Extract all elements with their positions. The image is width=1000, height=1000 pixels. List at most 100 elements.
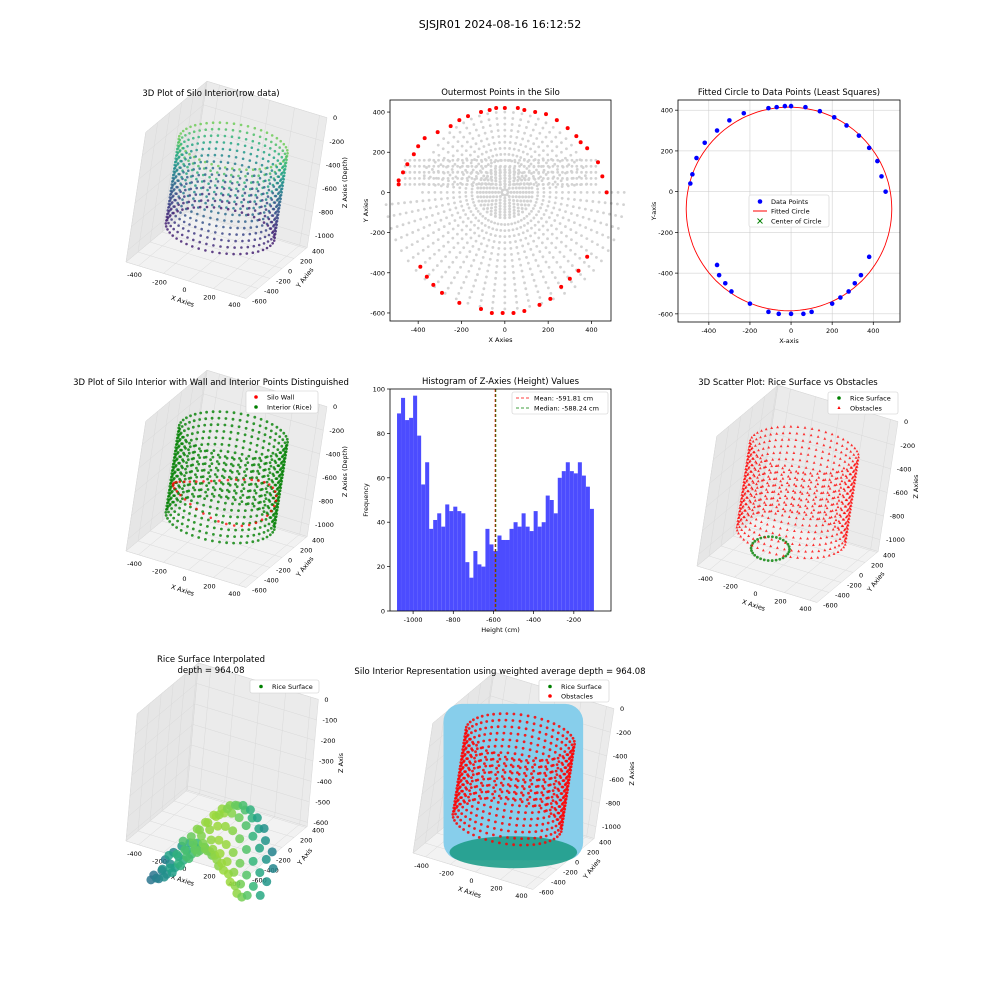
interior-point	[525, 214, 529, 218]
interior-point	[475, 176, 479, 180]
grid-line	[213, 526, 275, 578]
interior-point	[172, 500, 175, 504]
obstacle-point	[512, 797, 515, 800]
interior-point	[239, 412, 243, 416]
interior-point	[456, 232, 459, 236]
interior-point	[282, 431, 286, 435]
interior-point	[585, 237, 589, 241]
obstacle-point	[562, 795, 566, 799]
interior-point	[527, 176, 531, 180]
obstacle-point	[775, 432, 779, 435]
silo-point	[165, 219, 168, 222]
obstacle-point	[805, 497, 808, 501]
obstacle-point	[505, 789, 509, 793]
surface-patch	[234, 813, 244, 823]
obstacle-point	[516, 771, 519, 774]
z-tick-label: -400	[326, 450, 341, 458]
interior-point	[253, 527, 257, 531]
silo-point	[204, 166, 208, 170]
interior-point	[237, 509, 240, 512]
interior-point	[262, 510, 266, 513]
interior-point	[554, 191, 558, 194]
grid-line	[173, 221, 295, 259]
obstacle-point	[825, 506, 829, 510]
interior-point	[227, 443, 231, 447]
z-tick-label: -800	[890, 513, 905, 521]
obstacle-point	[763, 471, 767, 475]
obstacle-point	[513, 790, 516, 794]
interior-point	[469, 220, 473, 224]
z-tick-label: -600	[609, 776, 624, 784]
interior-point	[498, 198, 502, 202]
plot-frame	[389, 99, 612, 322]
interior-point	[553, 276, 557, 280]
obstacle-point	[853, 462, 857, 466]
obstacle-point	[474, 753, 478, 757]
obstacle-point	[570, 743, 574, 747]
interior-point	[263, 468, 267, 472]
obstacle-point	[753, 499, 757, 502]
silo-point	[195, 186, 198, 190]
obstacle-point	[822, 555, 826, 558]
silo-point	[238, 213, 241, 217]
interior-point	[487, 199, 491, 203]
obstacle-point	[753, 450, 756, 454]
obstacle-point	[511, 803, 514, 807]
y-tick-label: -200	[563, 868, 578, 876]
silo-point	[244, 174, 247, 178]
interior-point	[536, 194, 539, 198]
interior-point	[214, 466, 218, 470]
silo-point	[214, 193, 218, 196]
interior-point	[465, 241, 469, 245]
obstacle-point	[797, 511, 801, 515]
obstacle-point	[836, 550, 840, 553]
obstacle-point	[482, 777, 486, 781]
obstacle-point	[545, 758, 549, 762]
obstacle-point	[546, 821, 550, 825]
interior-point	[441, 234, 445, 238]
interior-point	[190, 470, 194, 473]
obstacle-point	[764, 503, 768, 506]
obstacle-point	[466, 831, 470, 834]
interior-point	[177, 444, 181, 448]
interior-point	[277, 489, 281, 493]
interior-point	[173, 449, 177, 453]
grid-line	[424, 713, 446, 844]
outer-point	[554, 118, 559, 123]
obstacle-point	[480, 790, 484, 794]
interior-point	[480, 152, 484, 156]
interior-point	[221, 468, 225, 471]
interior-point	[573, 198, 576, 201]
interior-point	[556, 170, 560, 174]
obstacle-point	[768, 468, 771, 472]
interior-point	[459, 286, 463, 290]
interior-point	[503, 295, 507, 299]
obstacle-point	[844, 474, 848, 477]
obstacle-point	[780, 473, 783, 476]
obstacle-point	[560, 827, 564, 831]
histogram-bar	[509, 528, 514, 611]
interior-point	[530, 172, 533, 175]
silo-point	[236, 189, 240, 193]
interior-point	[542, 164, 545, 168]
obstacle-point	[826, 500, 830, 503]
interior-point	[256, 539, 260, 542]
obstacle-point	[560, 740, 564, 744]
obstacle-point	[565, 775, 569, 779]
silo-point	[244, 138, 248, 141]
interior-point	[182, 490, 185, 494]
interior-point	[280, 460, 284, 464]
obstacle-point	[755, 486, 759, 489]
interior-point	[479, 120, 483, 124]
silo-point	[230, 220, 233, 223]
obstacle-point	[795, 516, 798, 520]
obstacle-point	[539, 765, 543, 769]
obstacle-point	[497, 753, 500, 757]
silo-point	[286, 152, 289, 155]
obstacle-point	[791, 504, 795, 507]
interior-point	[464, 275, 468, 279]
silo-point	[177, 203, 180, 206]
interior-point	[589, 170, 593, 174]
silo-point	[274, 210, 278, 214]
